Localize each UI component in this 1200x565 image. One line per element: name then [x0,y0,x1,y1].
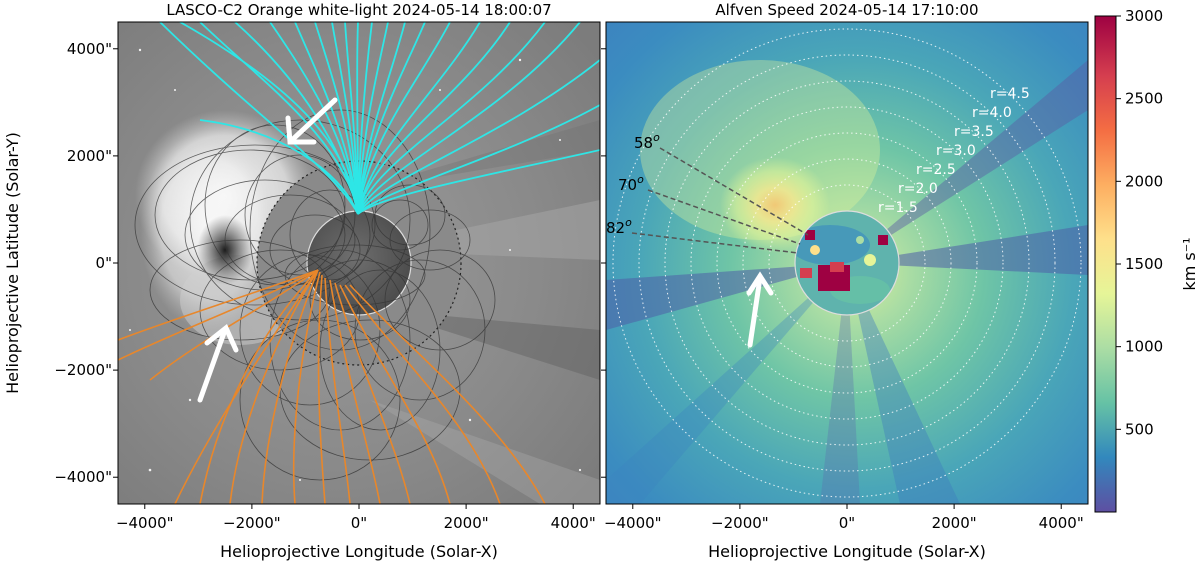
svg-text:58o: 58o [634,131,660,152]
colorbar-label: km s⁻¹ [1180,237,1199,290]
degree-sign: o [625,216,632,229]
angle-labels: 58o 70o 82o [606,131,660,237]
lasco-ylabel: Helioprojective Latitude (Solar-Y) [3,132,22,394]
angle-label-58: 58 [634,134,653,152]
alfven-panel: Alfven Speed 2024-05-14 17:10:00 [605,1,1089,505]
angle-label-70: 70 [618,176,637,194]
arrow-north [285,97,338,145]
x-tick-label: 2000" [444,514,489,532]
radius-labels: r=1.5 r=2.0 r=2.5 r=3.0 r=3.5 r=4.0 r=4.… [878,86,1030,216]
arrow-alfven [746,271,774,348]
lasco-panel: LASCO-C2 Orange white-light 2024-05-14 1… [117,1,601,505]
arrow-south [197,324,239,403]
x-tick-label: 4000" [1039,514,1084,532]
colorbar-ticks: 3000 2500 2000 1500 1000 500 [1116,7,1163,438]
y-tick-label: −2000" [54,361,112,379]
x-tick-label: −4000" [604,514,662,532]
alfven-map [606,22,1088,504]
radius-label: r=2.5 [916,162,956,178]
alfven-title: Alfven Speed 2024-05-14 17:10:00 [715,1,978,19]
radius-label: r=2.0 [898,181,938,197]
y-tick-label: 0" [96,254,112,272]
degree-sign: o [653,131,660,144]
lasco-title: LASCO-C2 Orange white-light 2024-05-14 1… [166,1,551,19]
x-tick-label: 0" [839,514,855,532]
y-tick-label: 4000" [67,40,112,58]
colorbar: 3000 2500 2000 1500 1000 500 km s⁻¹ [1094,7,1199,513]
lasco-xlabel: Helioprojective Longitude (Solar-X) [220,542,498,561]
colorbar-gradient [1094,15,1117,513]
open-field-lines-south [118,269,546,504]
radius-label: r=3.5 [954,124,994,140]
x-tick-label: 4000" [551,514,596,532]
colorbar-tick-label: 3000 [1125,7,1163,25]
colorbar-tick-label: 500 [1125,420,1154,438]
angle-label-82: 82 [606,219,625,237]
colorbar-tick-label: 2000 [1125,172,1163,190]
colorbar-tick-label: 2500 [1125,90,1163,108]
degree-sign: o [637,173,644,186]
radius-label: r=3.0 [936,143,976,159]
axes: −4000" −2000" 0" 2000" 4000" −4000" −2000" 0" 20… [54,40,1083,532]
radius-rings [612,28,1082,498]
lasco-image [118,22,600,504]
colorbar-tick-label: 1500 [1125,255,1163,273]
radius-label: r=4.5 [990,86,1030,102]
svg-text:82o: 82o [606,216,632,237]
svg-text:70o: 70o [618,173,644,194]
x-tick-label: 2000" [932,514,977,532]
colorbar-tick-label: 1000 [1125,338,1163,356]
radius-label: r=4.0 [972,105,1012,121]
angle-lines [631,147,809,254]
y-tick-label: 2000" [67,147,112,165]
sun-disk [307,211,411,315]
star-speckles [129,48,582,481]
x-tick-label: 0" [351,514,367,532]
x-tick-label: −2000" [223,514,281,532]
y-tick-label: −4000" [54,468,112,486]
x-tick-label: −4000" [116,514,174,532]
x-tick-label: −2000" [711,514,769,532]
radius-label: r=1.5 [878,200,918,216]
alfven-disk [795,211,899,315]
alfven-xlabel: Helioprojective Longitude (Solar-X) [708,542,986,561]
